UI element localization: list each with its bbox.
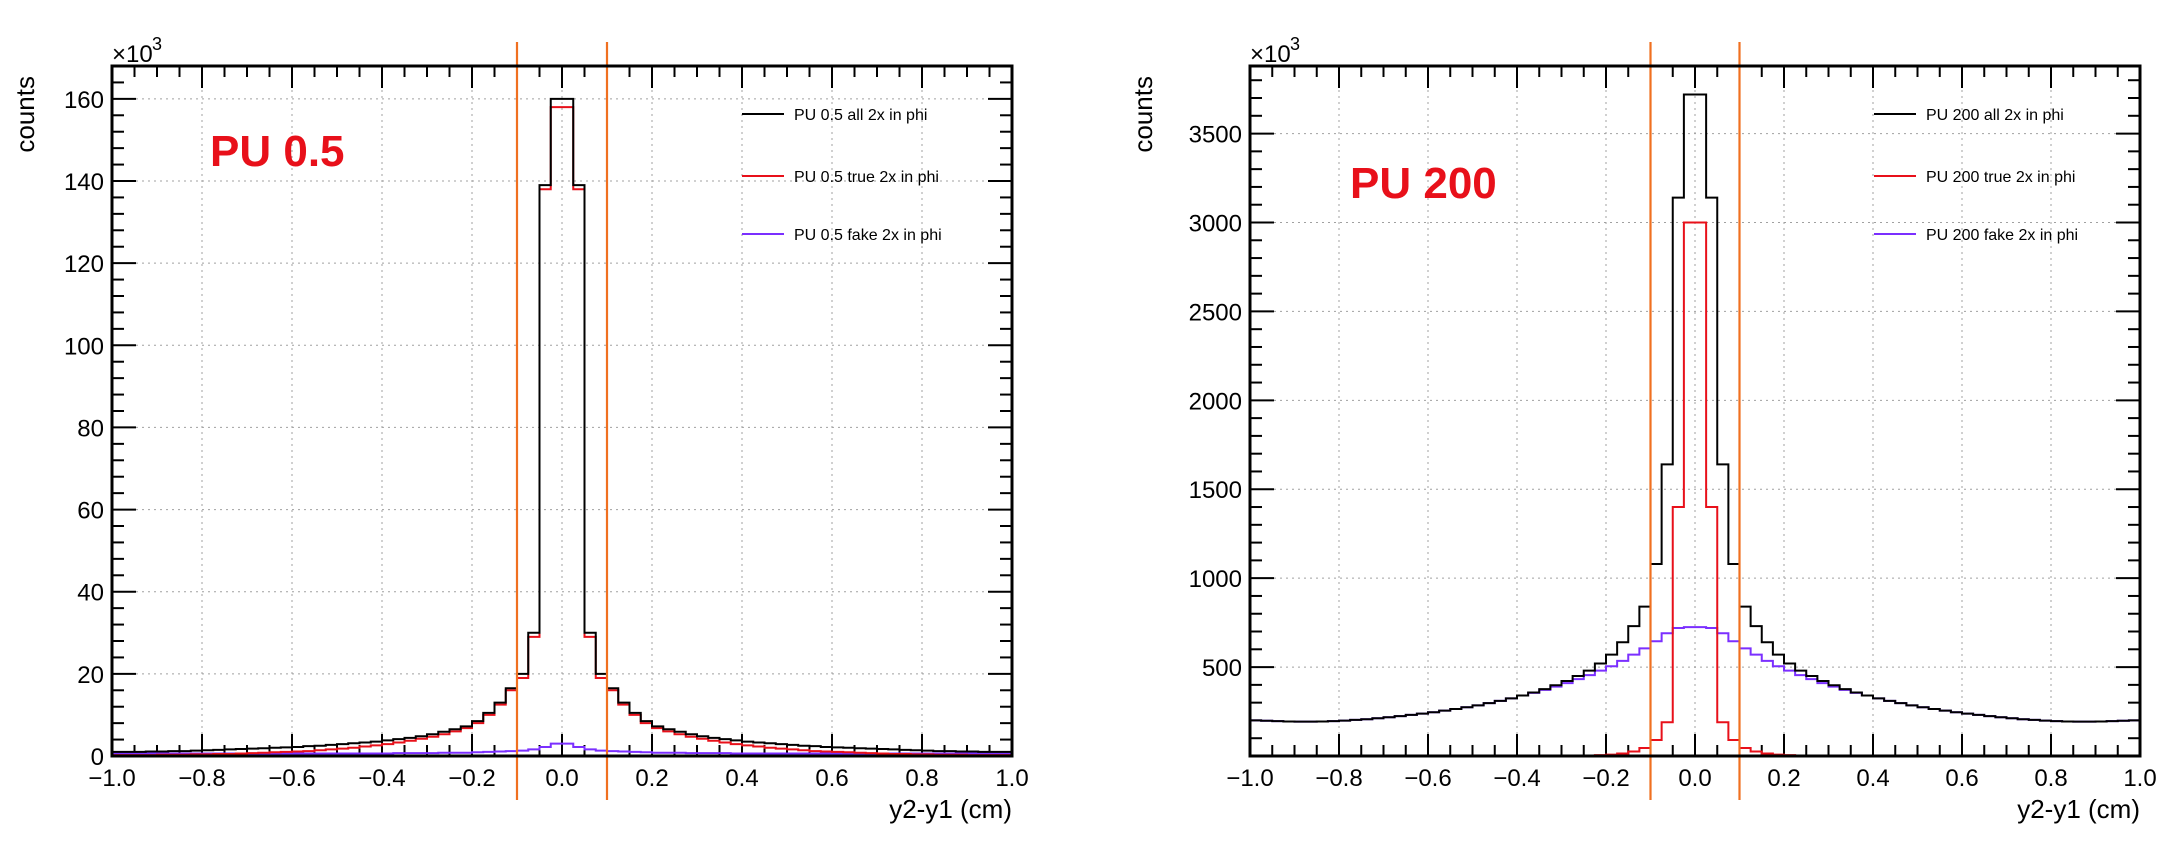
x-tick-label: 0.4 — [725, 765, 758, 792]
annotation-label: PU 200 — [1350, 159, 1497, 208]
legend-entry-0: PU 0.5 all 2x in phi — [794, 107, 927, 124]
x-tick-label: 1.0 — [995, 765, 1028, 792]
y-tick-label: 3500 — [1189, 122, 1242, 149]
annotation-label: PU 0.5 — [210, 127, 345, 176]
x-tick-label: 1.0 — [2123, 765, 2156, 792]
legend-entry-0: PU 200 all 2x in phi — [1926, 107, 2064, 124]
y-axis-title: counts — [10, 76, 40, 153]
legend: PU 200 all 2x in phi PU 200 true 2x in ph… — [1874, 107, 2078, 244]
y-tick-label: 100 — [64, 333, 104, 360]
x-tick-label: −1.0 — [88, 765, 135, 792]
x-tick-label: −0.4 — [358, 765, 405, 792]
x-tick-label: 0.2 — [635, 765, 668, 792]
x-axis-title: y2-y1 (cm) — [2017, 794, 2140, 824]
x-tick-label: −0.2 — [1582, 765, 1629, 792]
series-line-0 — [112, 97, 1012, 753]
x-tick-label: 0.8 — [905, 765, 938, 792]
x-tick-label: 0.2 — [1767, 765, 1800, 792]
x-tick-label: 0.6 — [815, 765, 848, 792]
y-multiplier: ×10 — [112, 41, 153, 68]
legend-entry-2: PU 0.5 fake 2x in phi — [794, 227, 942, 244]
x-tick-label: −0.8 — [178, 765, 225, 792]
y-tick-label: 20 — [77, 662, 104, 689]
y-tick-label: 1500 — [1189, 477, 1242, 504]
x-tick-label: −1.0 — [1226, 765, 1273, 792]
y-multiplier: ×10 — [1250, 41, 1291, 68]
y-tick-label: 140 — [64, 169, 104, 196]
y-tick-label: 3000 — [1189, 210, 1242, 237]
x-tick-label: −0.4 — [1493, 765, 1540, 792]
x-tick-label: −0.2 — [448, 765, 495, 792]
series-line-2 — [1250, 626, 2140, 723]
x-tick-label: 0.0 — [545, 765, 578, 792]
chart-svg: −1.0 −0.8 −0.6 −0.4 −0.2 0.0 0.2 0.4 0.6 0.8 1.0 50… — [1128, 34, 2157, 824]
legend: PU 0.5 all 2x in phi PU 0.5 true 2x in ph… — [742, 107, 942, 244]
y-tick-label: 0 — [91, 744, 104, 771]
x-tick-label: 0.6 — [1945, 765, 1978, 792]
plot-frame — [110, 64, 1014, 758]
x-tick-label: 0.0 — [1678, 765, 1711, 792]
y-tick-label: 500 — [1202, 655, 1242, 682]
y-tick-label: 40 — [77, 580, 104, 607]
y-tick-label: 120 — [64, 251, 104, 278]
y-tick-label: 80 — [77, 415, 104, 442]
chart-panel-pu-200: −1.0 −0.8 −0.6 −0.4 −0.2 0.0 0.2 0.4 0.6 0.8 1.0 50… — [1088, 0, 2176, 856]
x-tick-label: −0.8 — [1315, 765, 1362, 792]
y-tick-label: 2000 — [1189, 388, 1242, 415]
x-axis-title: y2-y1 (cm) — [889, 794, 1012, 824]
series-line-1 — [112, 106, 1012, 757]
x-tick-label: 0.4 — [1856, 765, 1889, 792]
y-multiplier-exponent: 3 — [152, 34, 162, 54]
y-multiplier-exponent: 3 — [1290, 34, 1300, 54]
chart-panel-pu-0-5: −1.0 −0.8 −0.6 −0.4 −0.2 0.0 0.2 0.4 0.6 0.8 1.0 0 2… — [10, 34, 1029, 824]
y-tick-label: 2500 — [1189, 299, 1242, 326]
chart-svg: −1.0 −0.8 −0.6 −0.4 −0.2 0.0 0.2 0.4 0.6 0.8 1.0 0 2… — [10, 34, 1029, 824]
y-tick-label: 60 — [77, 498, 104, 525]
legend-entry-1: PU 0.5 true 2x in phi — [794, 169, 939, 186]
plot-frame — [1248, 64, 2142, 758]
y-axis-title: counts — [1128, 76, 1158, 153]
legend-entry-2: PU 200 fake 2x in phi — [1926, 227, 2078, 244]
series-line-0 — [1250, 93, 2140, 723]
y-tick-label: 1000 — [1189, 566, 1242, 593]
legend-entry-1: PU 200 true 2x in phi — [1926, 169, 2075, 186]
series-line-2 — [112, 742, 1012, 755]
x-tick-label: −0.6 — [1404, 765, 1451, 792]
x-tick-label: 0.8 — [2034, 765, 2067, 792]
y-tick-label: 160 — [64, 87, 104, 114]
x-tick-label: −0.6 — [268, 765, 315, 792]
series-group — [112, 97, 1012, 757]
